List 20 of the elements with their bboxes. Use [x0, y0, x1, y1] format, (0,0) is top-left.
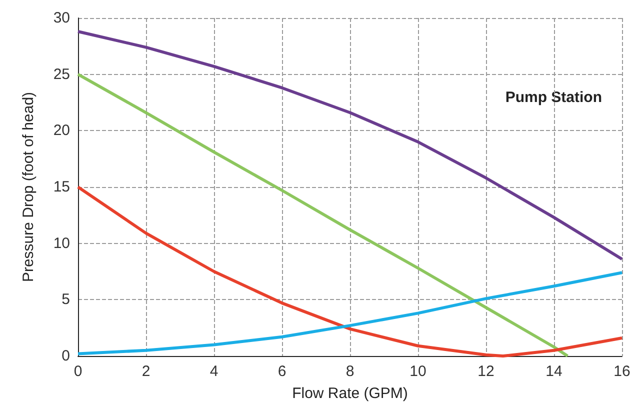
x-axis-title: Flow Rate (GPM) — [292, 385, 408, 402]
y-tick-label: 10 — [53, 234, 70, 252]
y-tick-label: 30 — [53, 10, 70, 26]
x-tick-label: 8 — [346, 363, 354, 380]
x-tick-label: 0 — [74, 363, 82, 380]
x-tick-label: 6 — [278, 363, 286, 380]
x-tick-label: 2 — [142, 363, 150, 380]
x-tick-label: 16 — [614, 363, 630, 380]
x-tick-label: 14 — [546, 363, 562, 380]
y-tick-label: 25 — [53, 66, 70, 83]
x-tick-label: 10 — [410, 363, 426, 380]
y-axis-title: Pressure Drop (foot of head) — [20, 92, 37, 282]
y-tick-label: 15 — [53, 178, 70, 196]
x-tick-label: 12 — [478, 363, 494, 380]
y-tick-label: 20 — [53, 122, 70, 140]
y-tick-label: 5 — [62, 291, 70, 308]
y-tick-label: 0 — [62, 348, 70, 364]
x-tick-label: 4 — [210, 363, 218, 380]
line-series — [76, 30, 624, 261]
annotation: Pump Station — [505, 89, 602, 106]
